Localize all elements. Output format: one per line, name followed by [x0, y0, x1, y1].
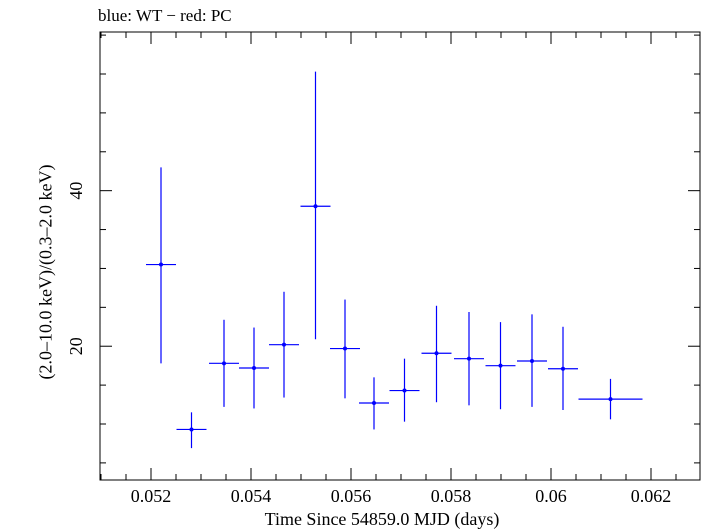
data-marker [561, 366, 565, 371]
data-point [389, 358, 420, 422]
data-marker [372, 401, 376, 405]
x-tick-label: 0.054 [231, 486, 272, 506]
y-tick-label: 20 [66, 337, 86, 355]
y-tick-label: 40 [66, 182, 86, 200]
data-marker [467, 356, 471, 361]
data-marker [608, 397, 613, 402]
x-tick-label: 0.058 [431, 486, 472, 506]
data-marker [189, 427, 194, 432]
data-marker [222, 361, 226, 366]
data-marker [159, 262, 163, 267]
x-tick-label: 0.056 [331, 486, 372, 506]
data-point [176, 412, 207, 449]
data-point [269, 291, 299, 398]
x-tick-label: 0.06 [535, 486, 567, 506]
data-point [359, 377, 389, 430]
data-point [146, 167, 176, 364]
data-point [454, 312, 484, 406]
data-point [330, 299, 360, 399]
data-marker [434, 351, 439, 356]
data-marker [282, 342, 286, 347]
chart-title: blue: WT − red: PC [98, 6, 232, 25]
data-point [239, 327, 269, 409]
data-marker [252, 366, 256, 370]
data-point [548, 326, 578, 410]
data-point [517, 314, 547, 407]
data-point [485, 322, 516, 410]
x-tick-label: 0.062 [631, 486, 672, 506]
data-marker [530, 359, 534, 363]
y-axis-label: (2.0–10.0 keV)/(0.3–2.0 keV) [35, 164, 56, 380]
data-marker [313, 204, 318, 209]
data-point [578, 378, 643, 420]
data-point [421, 305, 452, 403]
x-axis-label: Time Since 54859.0 MJD (days) [264, 509, 500, 529]
plot-frame [99, 31, 701, 481]
x-tick-label: 0.052 [131, 486, 172, 506]
data-marker [402, 388, 407, 393]
data-point [209, 319, 239, 407]
data-marker [498, 363, 503, 368]
data-point [300, 71, 331, 340]
data-marker [343, 346, 347, 351]
